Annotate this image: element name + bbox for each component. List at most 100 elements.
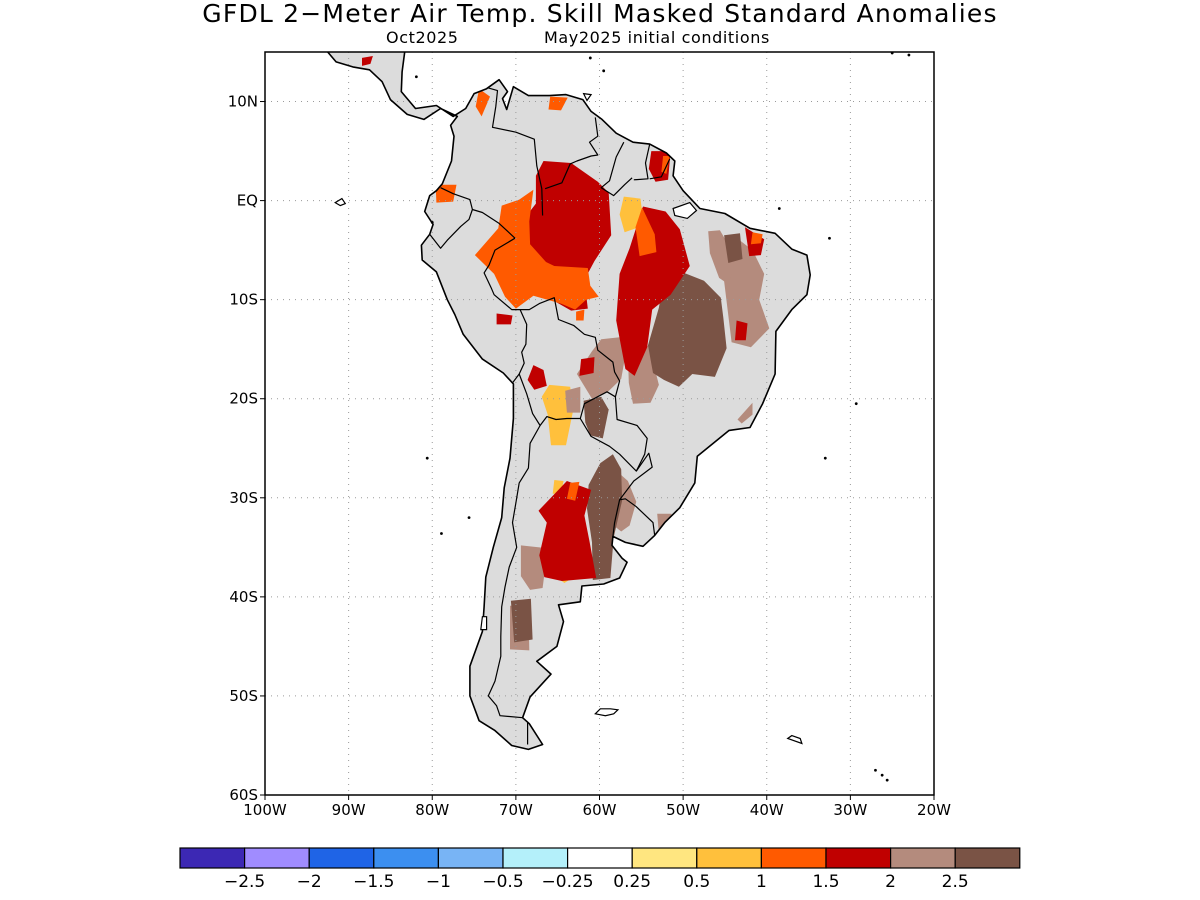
country-border xyxy=(487,425,541,719)
colorbar-bin xyxy=(760,847,827,869)
country-border xyxy=(649,158,671,180)
anomaly-region-1-1.5 xyxy=(566,481,580,501)
anomaly-region-2.5+ xyxy=(510,598,533,643)
colorbar-bin xyxy=(889,847,956,869)
coastline xyxy=(326,52,811,751)
land-mask-group xyxy=(327,52,811,750)
country-border xyxy=(544,117,599,190)
colorbar-label: −1 xyxy=(426,872,451,892)
colorbar-bin xyxy=(373,847,439,869)
anomaly-region-1.5-2 xyxy=(538,481,597,581)
anomaly-region-2.5+ xyxy=(587,454,623,580)
country-border xyxy=(619,452,653,501)
colorbar-bin xyxy=(954,847,1021,869)
anomaly-region-1-1.5 xyxy=(474,189,599,310)
lon-tick-label: 80W xyxy=(415,801,449,819)
colorbar-label: −1.5 xyxy=(353,872,394,892)
anomaly-region-1-1.5 xyxy=(576,309,585,321)
small-island xyxy=(425,456,429,460)
colorbar-legend: −2.5 −2 −1.5 −1 −0.5 −0.25 0.25 0.5 1 1.5 2 2.5 xyxy=(179,847,1021,892)
island xyxy=(334,197,347,207)
small-island xyxy=(430,220,434,224)
colorbar-bin xyxy=(502,847,569,869)
small-island xyxy=(907,53,911,57)
small-island xyxy=(467,516,471,520)
forecast-month-label: Oct2025 xyxy=(386,28,459,47)
lat-tick-label: 10N xyxy=(228,93,258,111)
colorbar-bin xyxy=(631,847,698,869)
anomaly-region-2.5+ xyxy=(583,396,609,439)
colorbar-label: 2 xyxy=(885,872,896,892)
anomaly-region-2.5+ xyxy=(648,272,727,387)
lon-tick-label: 20W xyxy=(917,801,951,819)
colorbar-label: 0.5 xyxy=(683,872,710,892)
map-plot-area xyxy=(265,52,934,795)
colorbar-label: −2.5 xyxy=(224,872,265,892)
small-island xyxy=(828,236,831,240)
colorbar-bin xyxy=(566,847,633,869)
small-island xyxy=(823,456,827,460)
anomaly-region-1.5-2 xyxy=(496,313,513,325)
colorbar-label: 1.5 xyxy=(812,872,839,892)
small-island xyxy=(885,778,889,782)
colorbar-bin xyxy=(696,847,762,869)
anomaly-region-0.5-1 xyxy=(541,384,573,446)
island xyxy=(786,734,803,745)
anomaly-region-2-2.5 xyxy=(576,336,629,399)
island xyxy=(582,92,593,102)
anomaly-region-2-2.5 xyxy=(737,402,753,424)
colorbar-label: −0.5 xyxy=(482,872,523,892)
lon-tick-label: 60W xyxy=(583,801,617,819)
small-island xyxy=(880,773,884,777)
chart-title: GFDL 2−Meter Air Temp. Skill Masked Stan… xyxy=(202,0,998,28)
anomaly-region-1.5-2 xyxy=(579,357,595,376)
colorbar-bin xyxy=(308,847,375,869)
small-island xyxy=(874,768,877,772)
small-island xyxy=(854,402,858,406)
anomaly-region-1.5-2 xyxy=(362,56,373,66)
colorbar-label: −2 xyxy=(297,872,322,892)
anomaly-region-1.5-2 xyxy=(735,320,748,341)
colorbar-label: 0.25 xyxy=(613,872,651,892)
small-island xyxy=(414,75,418,79)
small-island xyxy=(588,56,592,60)
country-border xyxy=(600,141,633,197)
colorbar-bin xyxy=(244,847,310,869)
anomaly-fill-layer xyxy=(362,56,770,651)
lon-tick-label: 100W xyxy=(243,801,287,819)
island xyxy=(480,616,488,631)
map-axis-ticks: 100W 90W 80W 70W 60W 50W 40W 30W 20W 10N EQ 10S 20S 3… xyxy=(228,93,951,819)
lon-tick-label: 40W xyxy=(750,801,784,819)
coastline-and-borders xyxy=(326,52,911,782)
small-island xyxy=(777,207,781,210)
lat-tick-label: 50S xyxy=(229,687,258,705)
colorbar-label: 1 xyxy=(756,872,767,892)
anomaly-region-2-2.5 xyxy=(565,386,581,413)
anomaly-region-1-1.5 xyxy=(661,156,670,174)
anomaly-region-1-1.5 xyxy=(635,207,657,257)
colorbar-label: −0.25 xyxy=(542,872,594,892)
lon-tick-label: 50W xyxy=(666,801,700,819)
island xyxy=(672,201,698,220)
anomaly-region-2.5+ xyxy=(724,233,743,263)
country-border xyxy=(579,396,648,472)
anomaly-region-2-2.5 xyxy=(708,230,735,285)
lat-tick-label: 40S xyxy=(229,588,258,606)
small-island xyxy=(602,69,606,73)
lon-tick-label: 90W xyxy=(332,801,366,819)
colorbar-label: 2.5 xyxy=(942,872,969,892)
anomaly-region-1.5-2 xyxy=(616,206,690,376)
anomaly-region-1.5-2 xyxy=(527,365,547,390)
colorbar-bin xyxy=(179,847,246,869)
anomaly-region-1-1.5 xyxy=(475,88,490,117)
small-island xyxy=(440,532,443,535)
country-border xyxy=(483,237,528,384)
country-border xyxy=(487,87,544,216)
anomaly-region-1-1.5 xyxy=(435,184,457,203)
island xyxy=(594,708,620,717)
lat-tick-label: 60S xyxy=(229,786,258,804)
lon-tick-label: 30W xyxy=(833,801,867,819)
anomaly-region-1-1.5 xyxy=(750,232,763,245)
colorbar-bin xyxy=(825,847,892,869)
country-border xyxy=(633,143,651,181)
